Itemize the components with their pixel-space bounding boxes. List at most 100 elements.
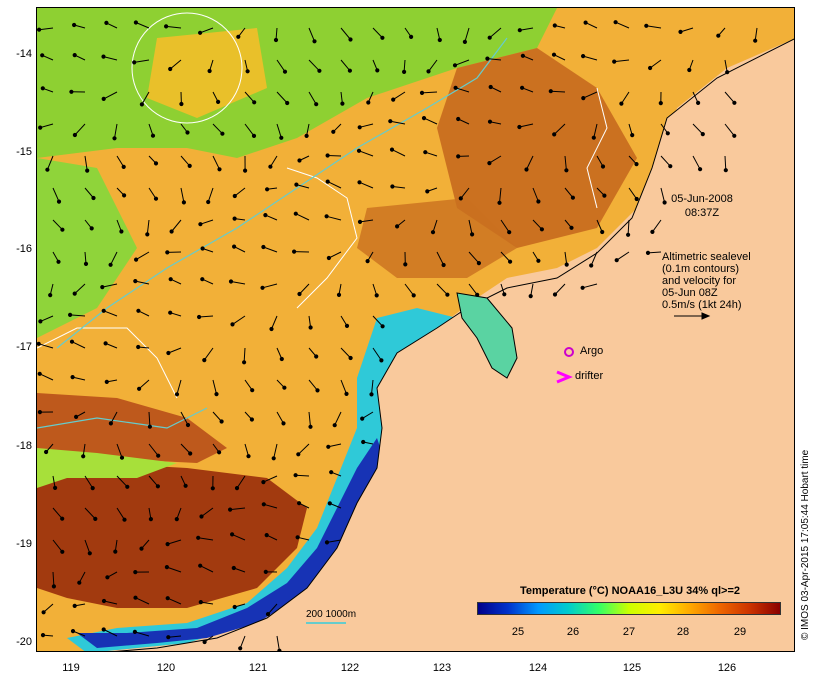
velocity-arrow (244, 443, 249, 457)
velocity-arrow (110, 251, 118, 266)
velocity-arrow-head (103, 341, 108, 346)
velocity-arrow-head (360, 416, 365, 421)
velocity-arrow-head (246, 454, 251, 459)
velocity-arrow-head (326, 255, 331, 261)
velocity-arrow-head (419, 90, 425, 96)
velocity-arrow-head (539, 227, 544, 232)
velocity-arrow-head (361, 439, 366, 445)
velocity-arrow (326, 539, 342, 543)
velocity-arrow (593, 123, 598, 138)
y-tick-label: -17 (16, 341, 32, 353)
velocity-arrow (171, 219, 182, 232)
velocity-arrow (358, 150, 374, 157)
velocity-arrow-head (245, 69, 250, 74)
velocity-arrow-head (174, 392, 180, 397)
velocity-arrow-head (485, 56, 490, 61)
velocity-arrow-head (441, 262, 446, 268)
velocity-arrow (110, 411, 118, 424)
velocity-arrow-head (231, 565, 236, 571)
velocity-arrow (148, 475, 159, 487)
x-tick-label: 126 (717, 662, 737, 674)
velocity-arrow (141, 91, 150, 105)
velocity-arrow (468, 283, 478, 296)
sst-map-canvas (37, 8, 794, 651)
velocity-arrow-head (425, 189, 430, 194)
legend-title: Temperature (°C) NOAA16_L3U 34% ql>=2 (520, 585, 740, 597)
velocity-arrow-head (390, 184, 395, 189)
velocity-arrow-head (37, 410, 43, 415)
velocity-arrow (454, 59, 470, 66)
velocity-arrow-head (517, 124, 522, 130)
velocity-arrow (200, 219, 214, 225)
velocity-arrow (554, 283, 566, 295)
velocity-arrow-head (232, 604, 237, 610)
y-tick-label: -16 (16, 243, 32, 255)
velocity-arrow-head (148, 517, 154, 522)
velocity-arrow-head (600, 164, 606, 169)
velocity-arrow (295, 474, 310, 477)
velocity-arrow-head (265, 612, 271, 617)
velocity-arrow-head (261, 480, 266, 485)
velocity-arrow (263, 246, 278, 253)
velocity-arrow (276, 91, 288, 104)
velocity-arrow (327, 181, 342, 189)
velocity-arrow (296, 184, 310, 189)
velocity-arrow-head (315, 388, 320, 393)
velocity-arrow-head (279, 135, 284, 140)
velocity-arrow (532, 187, 539, 202)
velocity-arrow (500, 219, 510, 233)
velocity-arrow-head (314, 354, 319, 359)
velocity-arrow-head (230, 322, 235, 327)
velocity-arrow (40, 315, 54, 322)
velocity-arrow (116, 443, 123, 458)
velocity-arrow-head (251, 133, 257, 139)
velocity-arrow-head (293, 211, 298, 216)
velocity-arrow-head (217, 450, 222, 455)
velocity-arrow-head (644, 23, 649, 28)
velocity-arrow-head (375, 68, 380, 73)
velocity-arrow-head (261, 244, 266, 250)
velocity-arrow (135, 251, 150, 261)
velocity-arrow (390, 120, 406, 125)
velocity-arrow (168, 635, 182, 638)
argo-label: Argo (580, 345, 604, 357)
velocity-arrow (582, 55, 598, 61)
velocity-arrow (40, 123, 54, 129)
velocity-arrow (299, 283, 310, 295)
velocity-arrow-head (156, 453, 161, 458)
velocity-arrow-head (198, 563, 203, 568)
velocity-arrow (660, 187, 666, 203)
velocity-arrow-head (198, 30, 203, 35)
x-tick-label: 120 (156, 662, 176, 674)
velocity-arrow-head (732, 133, 737, 138)
velocity-arrow-head (139, 102, 145, 107)
sealevel-note-line: and velocity for (662, 275, 736, 287)
velocity-arrow-head (409, 34, 414, 39)
velocity-arrow-head (324, 540, 330, 545)
sst-green-west (37, 158, 137, 338)
velocity-arrow (553, 123, 566, 135)
velocity-arrow-head (552, 23, 557, 28)
velocity-arrow-head (589, 263, 594, 268)
velocity-arrow-head (374, 293, 379, 298)
velocity-arrow (263, 475, 278, 483)
velocity-arrow (116, 507, 125, 520)
velocity-arrow-head (74, 414, 79, 419)
velocity-arrow-head (261, 502, 266, 507)
velocity-arrow-head (456, 154, 461, 159)
velocity-arrow-head (249, 417, 254, 422)
velocity-arrow (39, 373, 54, 381)
velocity-arrow (276, 635, 280, 651)
velocity-arrow-head (60, 549, 65, 554)
velocity-arrow-head (216, 99, 221, 105)
velocity-arrow-head (155, 484, 161, 489)
velocity-arrow (615, 21, 630, 29)
sealevel-note-line: Altimetric sealevel (662, 251, 751, 263)
velocity-arrow (52, 219, 63, 231)
velocity-arrow (244, 91, 255, 103)
velocity-scale-arrow (674, 312, 711, 320)
velocity-arrow-head (369, 392, 374, 397)
velocity-arrow (146, 219, 150, 235)
velocity-arrow-head (153, 161, 159, 166)
velocity-arrow-head (723, 168, 728, 173)
